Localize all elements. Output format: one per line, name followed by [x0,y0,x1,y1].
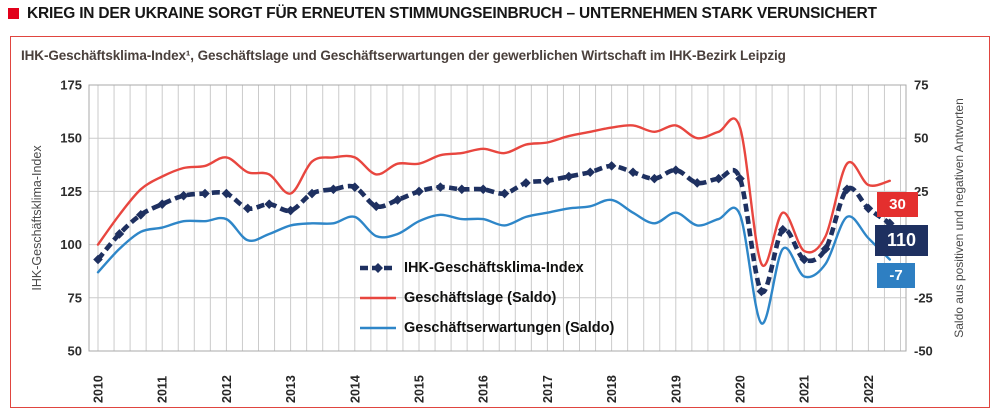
index-diamond-marker [392,195,403,205]
index-diamond-marker [863,203,874,214]
x-axis-year-label: 2013 [284,375,298,403]
left-axis-tick-label: 50 [68,344,82,359]
index-diamond-marker [371,201,381,212]
plot-border [88,84,907,352]
index-diamond-marker [221,188,232,199]
end-value-badge-erwartungen: -7 [877,263,915,288]
x-axis-year-label: 2010 [92,375,106,403]
x-axis-year-label: 2012 [220,375,234,403]
index-diamond-marker [671,165,681,175]
left-axis-tick-label: 150 [60,131,82,146]
index-diamond-marker [778,224,788,235]
legend-label: Geschäftserwartungen (Saldo) [404,320,615,336]
right-axis-tick-label: -25 [914,290,933,305]
index-diamond-marker [350,182,360,192]
x-axis-year-label: 2020 [734,375,748,403]
x-axis-year-label: 2019 [669,375,683,403]
x-axis-year-label: 2021 [798,375,812,403]
x-axis-year-label: 2016 [477,375,491,403]
index-diamond-marker [820,244,831,254]
index-diamond-marker [521,178,531,188]
index-diamond-marker [178,190,189,201]
left-axis-tick-label: 125 [60,184,82,199]
left-axis-title: IHK-Geschäftsklima-Index [30,145,44,291]
x-axis-year-label: 2017 [541,375,555,403]
chart-title: IHK-Geschäftsklima-Index¹, Geschäftslage… [21,48,786,63]
index-diamond-marker [628,167,638,178]
left-axis-tick-label: 75 [68,290,82,305]
x-axis-year-label: 2022 [862,375,876,403]
chart-canvas: 175751505012525100075-2550-5020102011201… [30,78,966,404]
x-axis-year-label: 2018 [605,375,619,403]
lage-line-sample-icon [360,296,396,300]
legend-label: IHK-Geschäftsklima-Index [404,260,584,276]
x-axis-year-label: 2014 [348,375,362,403]
index-diamond-marker [307,188,317,199]
index-diamond-marker [713,173,724,184]
legend-item-lage: Geschäftslage (Saldo) [359,283,614,313]
legend-item-index: IHK-Geschäftsklima-Index [359,253,614,283]
index-diamond-marker [756,286,767,297]
right-axis-tick-label: -50 [914,344,933,359]
chart-legend: IHK-Geschäftsklima-Index Geschäftslage (… [359,253,614,343]
index-diamond-marker [328,184,339,195]
index-diamond-marker [564,171,574,182]
index-diamond-marker [542,175,553,186]
index-diamond-marker [93,254,103,265]
index-diamond-marker [499,188,510,199]
index-diamond-marker [243,203,253,214]
index-diamond-marker [264,199,274,209]
right-axis-tick-label: 50 [914,131,928,146]
index-diamond-marker [285,205,296,216]
right-axis-title: Saldo aus positiven und negativen Antwor… [952,98,966,338]
legend-item-erwartungen: Geschäftserwartungen (Saldo) [359,313,614,343]
index-diamond-marker [435,182,446,192]
index-diamond-marker [157,199,167,209]
index-diamond-marker [136,210,146,220]
x-axis-year-label: 2011 [156,376,170,403]
index-diamond-marker [842,184,852,195]
left-axis-tick-label: 175 [60,78,82,93]
index-diamond-marker [114,229,125,239]
index-diamond-marker [799,254,809,265]
left-axis-tick-label: 100 [60,237,82,252]
index-line-sample-icon [360,263,396,273]
end-value-badge-lage: 30 [877,192,918,217]
erwartungen-line-sample-icon [360,326,396,330]
index-diamond-marker [414,186,424,197]
index-diamond-marker [735,173,745,184]
index-diamond-marker [478,184,488,195]
index-diamond-marker [606,161,617,171]
page-headline: KRIEG IN DER UKRAINE SORGT FÜR ERNEUTEN … [8,5,992,22]
x-axis-year-label: 2015 [413,375,427,403]
right-axis-tick-label: 75 [914,78,928,93]
end-value-badge-index: 110 [875,225,928,256]
index-diamond-marker [649,173,660,184]
legend-label: Geschäftslage (Saldo) [404,290,557,306]
index-diamond-marker [585,167,595,178]
series-line-erwartungen [96,198,891,325]
headline-text: KRIEG IN DER UKRAINE SORGT FÜR ERNEUTEN … [27,5,877,22]
index-diamond-marker [457,184,467,195]
index-diamond-marker [200,188,210,199]
red-square-bullet-icon [8,8,19,19]
index-diamond-marker [692,178,702,188]
chart-panel: IHK-Geschäftsklima-Index¹, Geschäftslage… [10,36,990,408]
series-line-lage [96,117,891,268]
